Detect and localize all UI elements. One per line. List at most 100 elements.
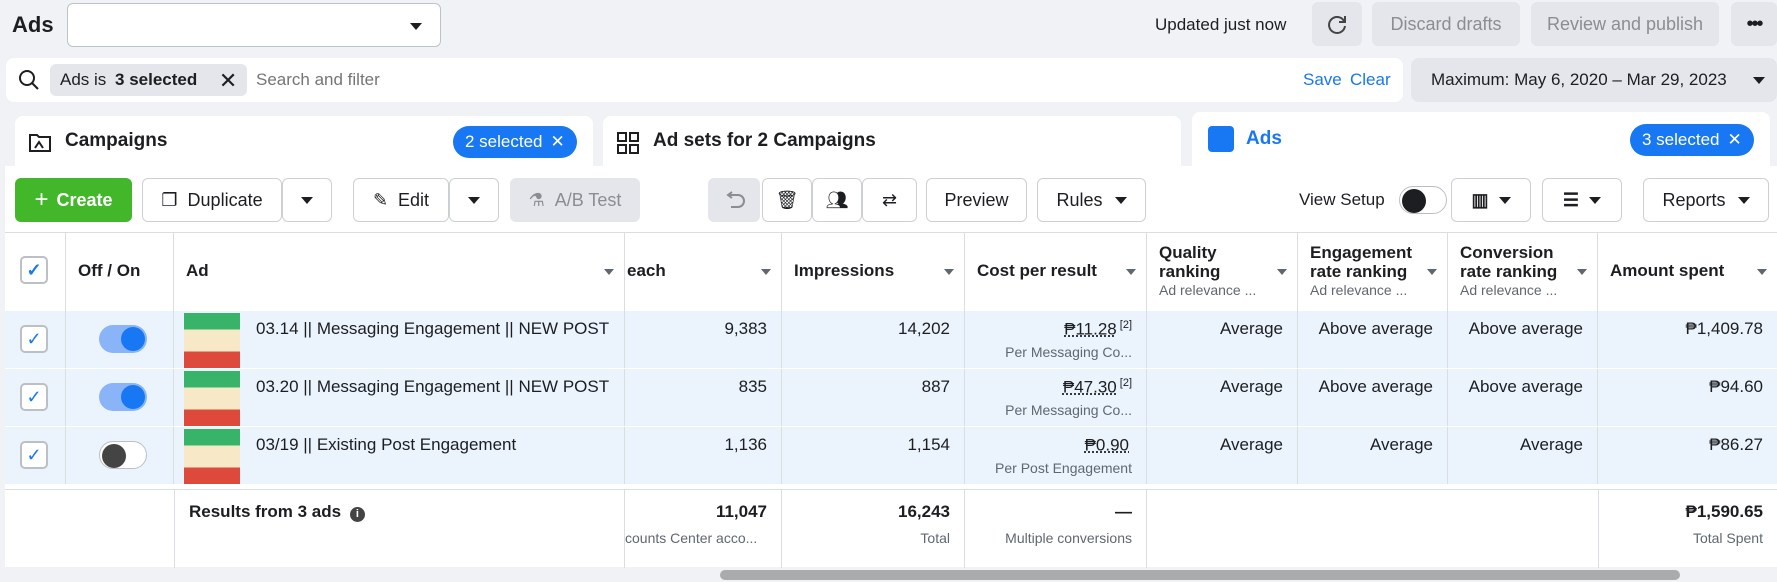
create-button[interactable]: + Create <box>15 178 132 222</box>
row-ad-cell[interactable]: 03/19 || Existing Post Engagement <box>174 427 625 484</box>
preview-button[interactable]: Preview <box>926 178 1027 222</box>
rules-button[interactable]: Rules <box>1037 178 1146 222</box>
ad-name: 03/19 || Existing Post Engagement <box>256 435 517 454</box>
folder-icon <box>29 134 51 152</box>
refresh-icon <box>1328 16 1346 34</box>
col-ad[interactable]: Ad <box>174 233 625 311</box>
cost-value: ₱11.28 <box>1064 319 1117 339</box>
chevron-down-icon <box>410 23 422 30</box>
filter-chip[interactable]: Ads is 3 selected ✕ <box>50 64 248 96</box>
view-setup-toggle[interactable] <box>1399 186 1447 214</box>
row-quality-ranking: Average <box>1147 311 1298 368</box>
view-setup-label: View Setup <box>1299 190 1385 209</box>
campaigns-selected-pill[interactable]: 2 selected ✕ <box>453 126 577 158</box>
tab-ad-sets-label: Ad sets for 2 Campaigns <box>653 130 876 151</box>
row-checkbox[interactable]: ✓ <box>20 325 48 353</box>
ad-thumbnail <box>184 371 240 426</box>
ad-off-toggle[interactable] <box>99 441 147 469</box>
footer-cost-sub: Multiple conversions <box>1005 530 1132 546</box>
footer-label-cell: Results from 3 ads i <box>174 490 625 568</box>
row-reach: 9,383 <box>625 311 782 368</box>
more-options-button[interactable]: ••• <box>1731 2 1777 46</box>
columns-button[interactable]: ▥ <box>1451 178 1531 222</box>
tab-ad-sets[interactable]: Ad sets for 2 Campaigns <box>603 116 1181 168</box>
footer-amount-sub: Total Spent <box>1692 530 1763 546</box>
sort-icon <box>944 269 954 275</box>
close-icon[interactable]: ✕ <box>1727 130 1742 149</box>
clear-filter-link[interactable]: Clear <box>1350 70 1391 89</box>
grid-icon <box>617 132 639 154</box>
col-reach[interactable]: each <box>625 233 782 311</box>
undo-button[interactable] <box>710 178 760 222</box>
horizontal-scrollbar[interactable] <box>720 570 1680 580</box>
delete-button[interactable]: 🗑︎ <box>762 178 812 222</box>
sort-icon <box>761 269 771 275</box>
tab-ads-label: Ads <box>1246 128 1282 149</box>
ads-selected-pill[interactable]: 3 selected ✕ <box>1630 124 1754 156</box>
save-filter-link[interactable]: Save <box>1303 70 1342 89</box>
table-row[interactable]: ✓ 03.20 || Messaging Engagement || NEW PO… <box>5 369 1777 426</box>
breakdown-button[interactable]: ☰ <box>1542 178 1622 222</box>
row-toggle-cell <box>66 369 174 426</box>
col-impressions[interactable]: Impressions <box>782 233 965 311</box>
reports-button[interactable]: Reports <box>1643 178 1769 222</box>
duplicate-button[interactable]: ❐ Duplicate <box>142 178 282 222</box>
col-off-on[interactable]: Off / On <box>66 233 174 311</box>
footer-impressions: 16,243 Total <box>782 490 965 568</box>
footer-amount: ₱1,590.65 Total Spent <box>1598 490 1777 568</box>
table-footer: Results from 3 ads i 11,047 counts Cente… <box>5 489 1777 568</box>
col-quality-ranking[interactable]: Quality ranking Ad relevance ... <box>1147 233 1298 311</box>
row-ad-cell[interactable]: 03.14 || Messaging Engagement || NEW POS… <box>174 311 625 368</box>
ab-test-label: A/B Test <box>554 189 622 210</box>
col-cost-per-result[interactable]: Cost per result <box>965 233 1147 311</box>
row-checkbox[interactable]: ✓ <box>20 383 48 411</box>
ads-table: ✓ Off / On Ad each Impressions Cost per … <box>5 232 1777 568</box>
cost-value: ₱0.90 <box>1084 435 1129 455</box>
compare-button[interactable]: ⇄ <box>862 178 917 222</box>
edit-button[interactable]: ✎ Edit <box>353 178 449 222</box>
discard-drafts-button[interactable]: Discard drafts <box>1372 2 1520 46</box>
tab-ads[interactable]: Ads 3 selected ✕ <box>1192 112 1770 168</box>
cost-sub: Per Messaging Co... <box>1005 343 1132 360</box>
tab-campaigns[interactable]: Campaigns 2 selected ✕ <box>15 116 593 168</box>
ab-test-button[interactable]: ⚗ A/B Test <box>510 178 640 222</box>
date-range-picker[interactable]: Maximum: May 6, 2020 – Mar 29, 2023 <box>1411 58 1777 102</box>
review-publish-button[interactable]: Review and publish <box>1531 2 1719 46</box>
footer-empty <box>1598 490 1599 568</box>
ad-on-toggle[interactable] <box>99 325 147 353</box>
ad-name: 03.14 || Messaging Engagement || NEW POS… <box>256 319 610 338</box>
sort-icon <box>1577 269 1587 275</box>
search-input[interactable] <box>256 66 956 94</box>
col-quality-sub: Ad relevance ... <box>1159 282 1257 298</box>
account-selector[interactable] <box>67 3 441 47</box>
row-ad-cell[interactable]: 03.20 || Messaging Engagement || NEW POS… <box>174 369 625 426</box>
duplicate-dropdown[interactable] <box>282 178 332 222</box>
updated-status: Updated just now <box>1155 15 1287 34</box>
col-amount-spent[interactable]: Amount spent <box>1598 233 1777 311</box>
sort-icon <box>1427 269 1437 275</box>
col-engagement-ranking[interactable]: Engagement rate ranking Ad relevance ... <box>1298 233 1448 311</box>
edit-dropdown[interactable] <box>449 178 499 222</box>
cost-value: ₱47.30 <box>1062 377 1117 397</box>
table-row[interactable]: ✓ 03/19 || Existing Post Engagement 1,136 1… <box>5 427 1777 484</box>
col-conversion-ranking[interactable]: Conversion rate ranking Ad relevance ... <box>1448 233 1598 311</box>
select-all-checkbox[interactable]: ✓ <box>20 256 48 284</box>
footer-impressions-sub: Total <box>920 530 950 546</box>
reports-label: Reports <box>1662 189 1726 210</box>
sort-icon <box>604 269 614 275</box>
sort-icon <box>1757 269 1767 275</box>
refresh-button[interactable] <box>1312 2 1362 46</box>
close-icon[interactable]: ✕ <box>550 132 565 151</box>
col-impressions-label: Impressions <box>794 261 895 280</box>
row-amount-spent: ₱94.60 <box>1709 377 1763 396</box>
people-icon: 👥︎ <box>825 189 849 210</box>
sort-icon <box>1126 269 1136 275</box>
audience-button[interactable]: 👥︎ <box>812 178 862 222</box>
info-icon[interactable]: i <box>349 507 365 522</box>
chevron-down-icon <box>1498 196 1511 204</box>
ad-on-toggle[interactable] <box>99 383 147 411</box>
close-icon[interactable]: ✕ <box>218 68 238 93</box>
row-checkbox-cell: ✓ <box>5 369 66 426</box>
table-row[interactable]: ✓ 03.14 || Messaging Engagement || NEW PO… <box>5 311 1777 368</box>
row-checkbox[interactable]: ✓ <box>20 441 48 469</box>
